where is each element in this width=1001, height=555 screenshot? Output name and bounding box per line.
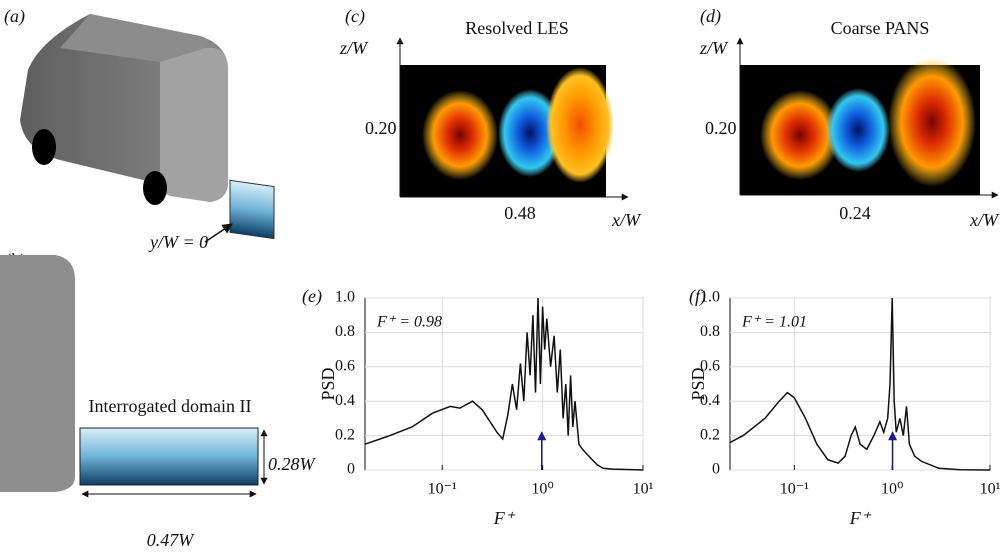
panel-label: (d) xyxy=(700,6,721,27)
y-axis-label: PSD xyxy=(318,367,338,400)
axis-label: z/W xyxy=(339,38,369,58)
x-tick-label: 10¹ xyxy=(633,481,654,498)
y-tick-label: 0.8 xyxy=(700,323,720,340)
tick-label: 0.20 xyxy=(365,118,397,138)
panel-label: (f) xyxy=(689,286,706,307)
vortex xyxy=(888,57,976,187)
tick-label: 0.20 xyxy=(705,118,737,138)
axis-label: x/W xyxy=(611,210,642,230)
x-tick-label: 10⁰ xyxy=(531,481,553,498)
x-axis-label: F⁺ xyxy=(849,508,872,528)
y-tick-label: 1.0 xyxy=(700,289,720,306)
annotation: y/W = 0 xyxy=(148,232,208,252)
domain-title: Interrogated domain II xyxy=(89,396,252,416)
psd-line xyxy=(364,297,644,471)
vortex xyxy=(498,89,562,177)
domain-image xyxy=(79,427,259,486)
width-label: 0.47W xyxy=(147,530,196,550)
tick-label: 0.24 xyxy=(839,203,871,223)
vortex xyxy=(760,90,840,180)
van-illustration xyxy=(20,14,275,243)
axis-label: x/W xyxy=(969,210,1000,230)
y-tick-label: 0.4 xyxy=(335,392,355,409)
annotation: F⁺ = 0.98 xyxy=(376,314,442,331)
y-tick-label: 0.8 xyxy=(335,323,355,340)
psd-line xyxy=(729,297,991,471)
y-tick-label: 0.2 xyxy=(700,426,720,443)
x-tick-label: 10⁻¹ xyxy=(780,481,809,498)
panel-label: (c) xyxy=(345,6,365,27)
vortex xyxy=(826,88,890,172)
height-label: 0.28W xyxy=(268,454,317,474)
y-tick-label: 0.4 xyxy=(700,392,720,409)
x-axis-label: F⁺ xyxy=(493,508,516,528)
panel-title: Coarse PANS xyxy=(831,18,930,38)
y-tick-label: 0.6 xyxy=(700,357,720,374)
van-rear xyxy=(0,255,75,492)
annotation: F⁺ = 1.01 xyxy=(741,314,807,331)
y-axis-label: PSD xyxy=(688,367,708,400)
panel-title: Resolved LES xyxy=(465,18,569,38)
x-tick-label: 10⁰ xyxy=(881,481,903,498)
y-tick-label: 0 xyxy=(712,461,720,478)
y-tick-label: 0.6 xyxy=(335,357,355,374)
y-tick-label: 0 xyxy=(347,461,355,478)
vortex xyxy=(422,90,498,180)
vortex xyxy=(546,67,614,183)
y-tick-label: 0.2 xyxy=(335,426,355,443)
tick-label: 0.48 xyxy=(504,203,536,223)
x-tick-label: 10¹ xyxy=(980,481,1001,498)
y-tick-label: 1.0 xyxy=(335,289,355,306)
axis-label: z/W xyxy=(699,38,729,58)
panel-label: (a) xyxy=(4,6,25,27)
x-tick-label: 10⁻¹ xyxy=(428,481,457,498)
panel-label: (e) xyxy=(302,286,322,307)
